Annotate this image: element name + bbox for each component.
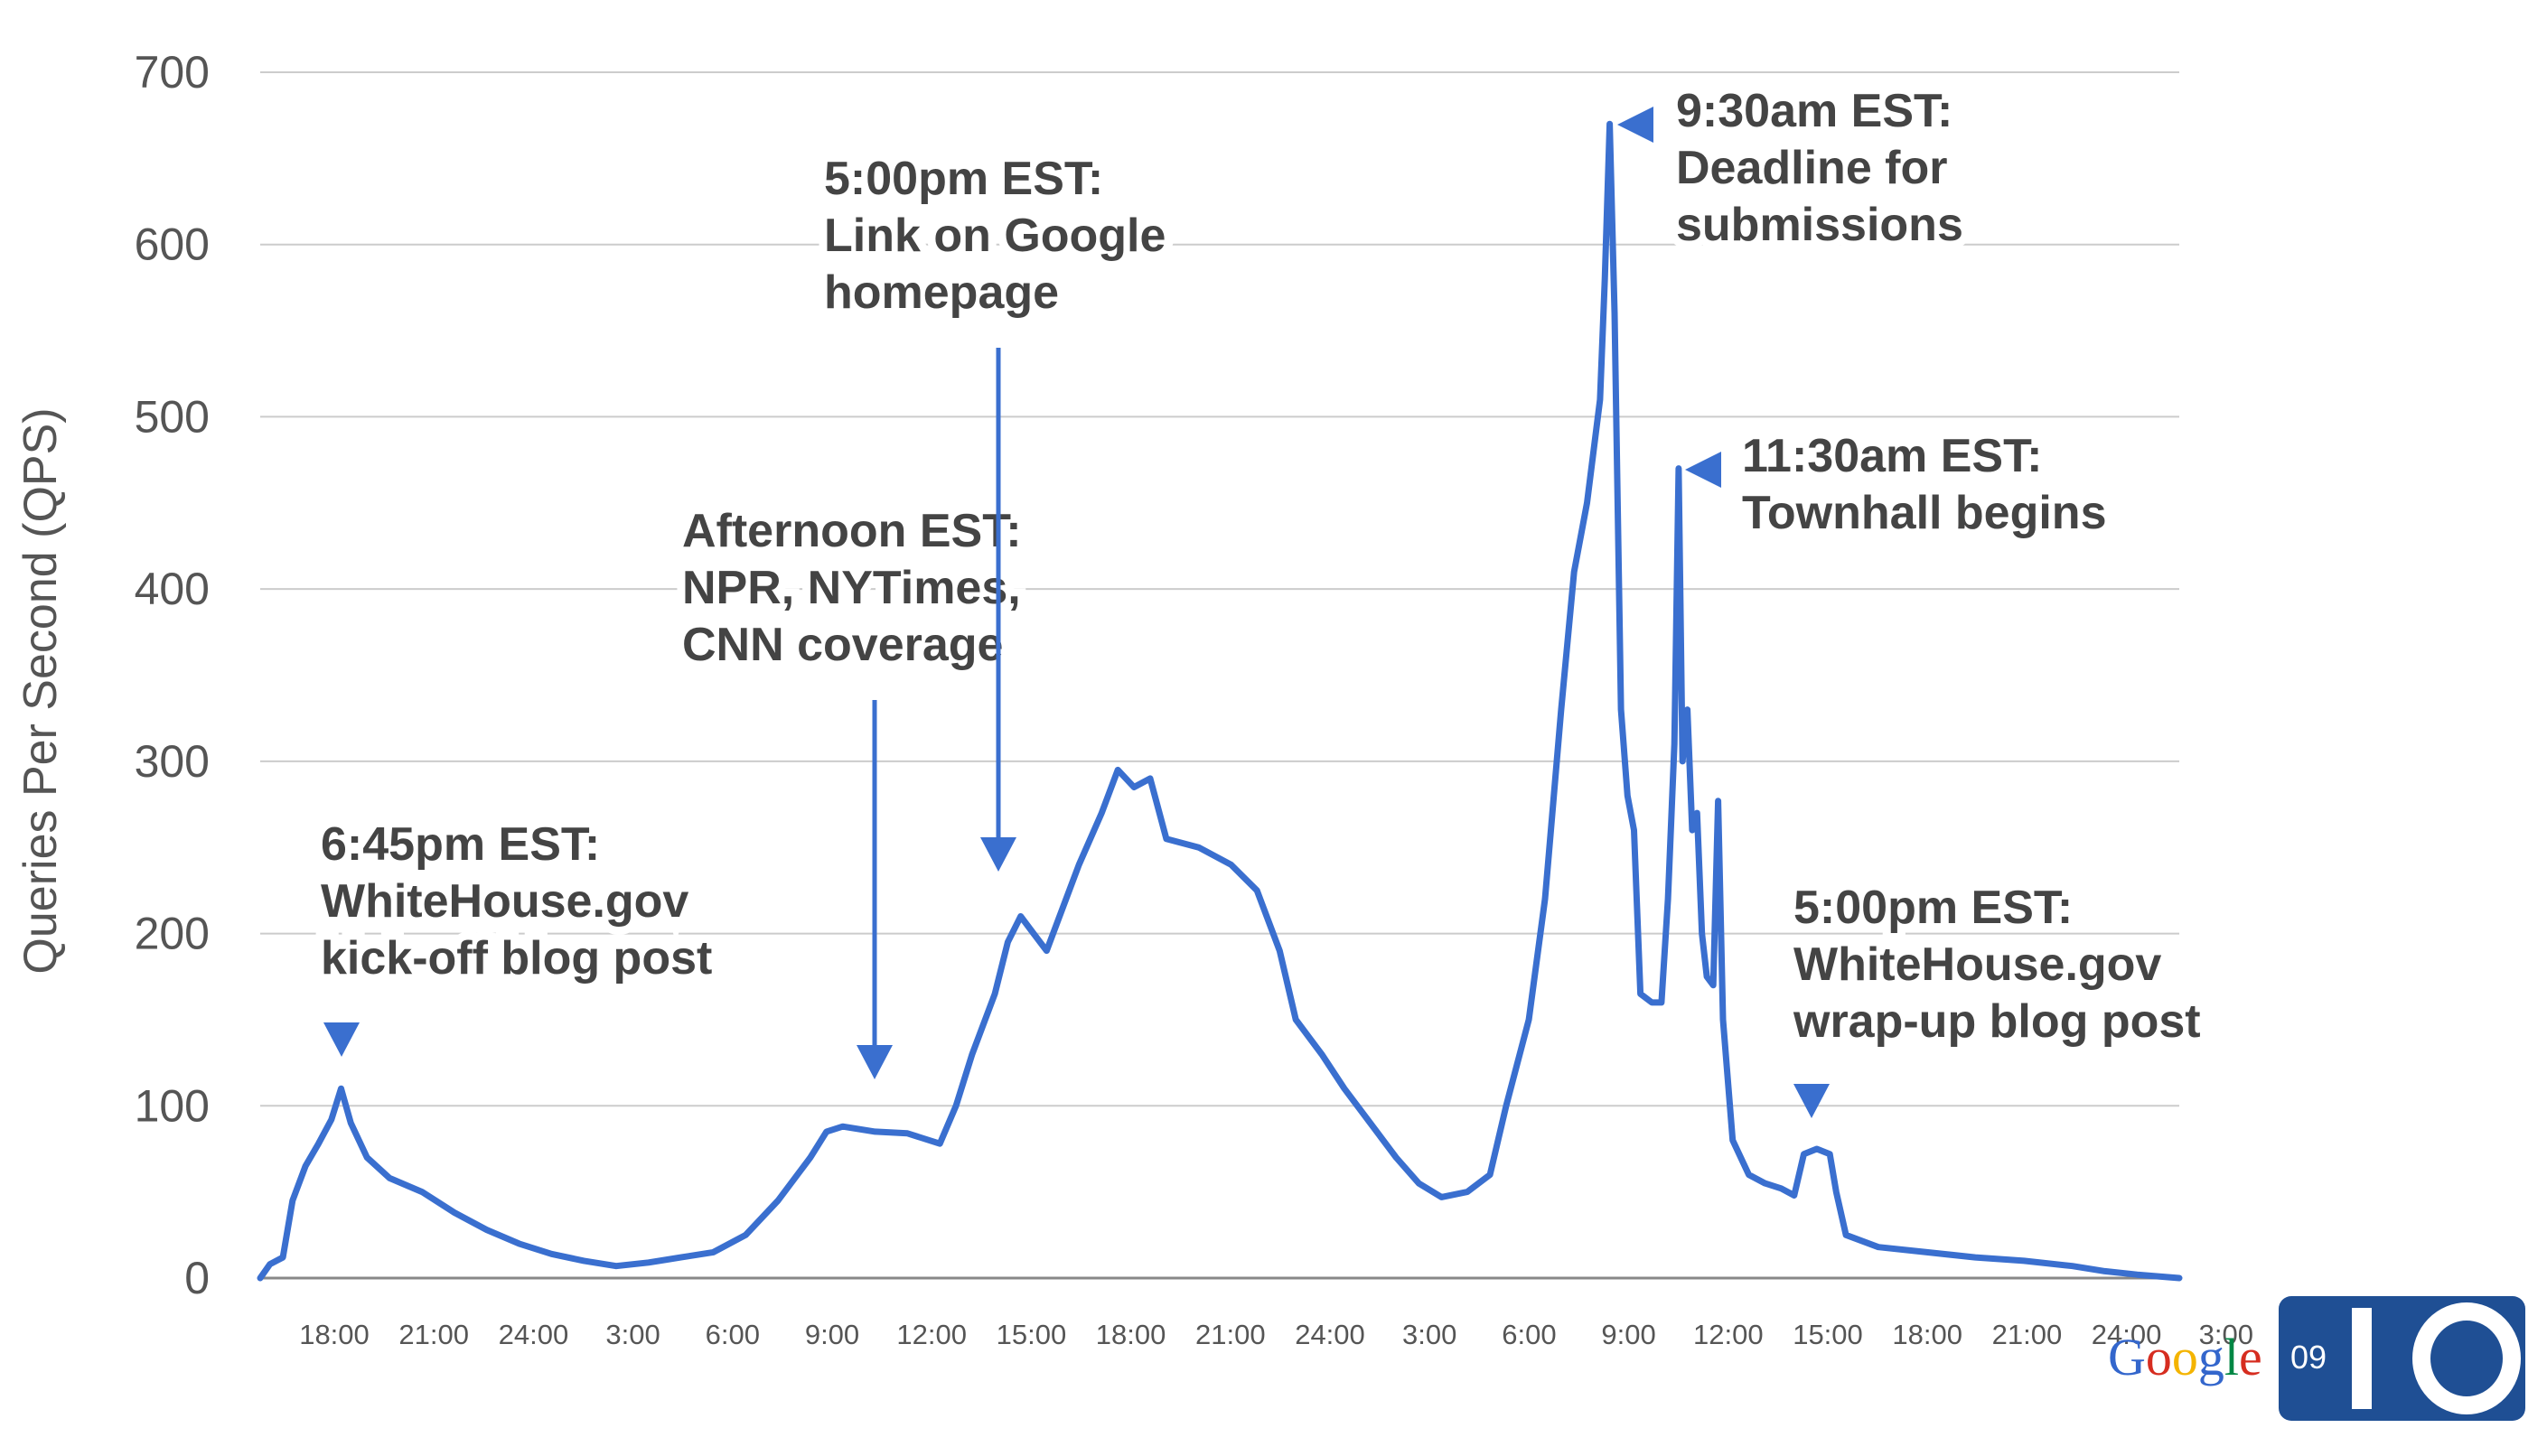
annotation-arrow xyxy=(980,837,1016,872)
x-tick-label: 21:00 xyxy=(1992,1319,2063,1350)
annotation-text-line: Townhall begins xyxy=(1742,487,2106,539)
annotation-text-line: WhiteHouse.gov xyxy=(1793,938,2161,991)
x-tick-label: 21:00 xyxy=(398,1319,469,1350)
x-tick-label: 9:00 xyxy=(805,1319,859,1350)
io-letter-i xyxy=(2352,1308,2372,1409)
y-tick-label: 100 xyxy=(135,1080,210,1131)
google-letter: G xyxy=(2108,1328,2146,1386)
y-axis-ticks: 0 100 200 300 400 500 600 700 xyxy=(135,47,210,1303)
x-tick-label: 24:00 xyxy=(1295,1319,1365,1350)
annotation-text-line: Deadline for xyxy=(1676,142,1948,194)
annotation-text-line: wrap-up blog post xyxy=(1793,995,2201,1048)
annotation-text-line: 9:30am EST: xyxy=(1676,85,1952,137)
x-tick-label: 15:00 xyxy=(997,1319,1067,1350)
x-tick-label: 12:00 xyxy=(896,1319,967,1350)
annotation-text-line: NPR, NYTimes, xyxy=(682,562,1021,614)
annotation-text-line: WhiteHouse.gov xyxy=(321,875,688,928)
annotation-text-line: 5:00pm EST: xyxy=(824,153,1103,205)
x-tick-label: 24:00 xyxy=(499,1319,569,1350)
google-letter: g xyxy=(2198,1328,2224,1386)
annotation: 11:30am EST:Townhall begins xyxy=(1685,422,2114,547)
y-tick-label: 200 xyxy=(135,909,210,959)
io-badge xyxy=(2279,1296,2525,1421)
annotation-text-line: Link on Google xyxy=(824,210,1166,262)
x-tick-label: 18:00 xyxy=(1892,1319,1962,1350)
y-tick-label: 400 xyxy=(135,564,210,614)
x-tick-label: 9:00 xyxy=(1601,1319,1655,1350)
y-tick-label: 600 xyxy=(135,219,210,270)
google-letter: o xyxy=(2146,1328,2172,1386)
annotation-arrow xyxy=(1793,1084,1830,1118)
x-tick-label: 3:00 xyxy=(2199,1319,2253,1350)
x-axis-ticks: 18:00 21:00 24:00 3:00 6:00 9:00 12:00 15:00 18:… xyxy=(299,1319,2253,1350)
annotation-text-line: submissions xyxy=(1676,199,1963,251)
annotation-text-line: Afternoon EST: xyxy=(682,505,1022,557)
annotation-text-line: 5:00pm EST: xyxy=(1793,882,2073,934)
x-tick-label: 24:00 xyxy=(2092,1319,2162,1350)
annotation-text-line: 11:30am EST: xyxy=(1742,430,2042,482)
x-tick-label: 15:00 xyxy=(1793,1319,1863,1350)
annotation: Afternoon EST:NPR, NYTimes,CNN coverage xyxy=(674,497,1030,1079)
y-tick-label: 300 xyxy=(135,736,210,787)
annotation-text-line: CNN coverage xyxy=(682,619,1003,671)
google-letter: o xyxy=(2172,1328,2198,1386)
google-io-logo: Google 09 xyxy=(2108,1296,2525,1421)
x-tick-label: 18:00 xyxy=(299,1319,370,1350)
x-tick-label: 21:00 xyxy=(1195,1319,1266,1350)
io-letter-o xyxy=(2412,1302,2521,1414)
x-tick-label: 12:00 xyxy=(1693,1319,1764,1350)
annotation-arrow xyxy=(857,1045,893,1079)
series-layer xyxy=(257,120,2183,1282)
annotation-arrow xyxy=(1617,107,1653,143)
y-tick-label: 700 xyxy=(135,47,210,98)
y-tick-label: 0 xyxy=(184,1253,210,1303)
io-year-label: 09 xyxy=(2290,1339,2327,1376)
google-wordmark: Google xyxy=(2108,1328,2262,1386)
annotation-text-line: homepage xyxy=(824,266,1059,319)
annotation-text-line: 6:45pm EST: xyxy=(321,818,600,871)
google-letter: e xyxy=(2239,1328,2262,1386)
annotation-text-line: kick-off blog post xyxy=(321,932,712,985)
x-tick-label: 6:00 xyxy=(1502,1319,1556,1350)
y-tick-label: 500 xyxy=(135,391,210,442)
qps-series-line xyxy=(257,120,2183,1282)
x-tick-label: 3:00 xyxy=(605,1319,660,1350)
x-tick-label: 18:00 xyxy=(1096,1319,1166,1350)
y-axis-label: Queries Per Second (QPS) xyxy=(14,407,67,974)
google-letter: l xyxy=(2224,1328,2239,1386)
annotation-arrow xyxy=(1685,452,1721,488)
x-tick-label: 6:00 xyxy=(706,1319,760,1350)
gridlines xyxy=(260,71,2179,1280)
annotation-arrow xyxy=(323,1022,360,1057)
x-tick-label: 3:00 xyxy=(1402,1319,1456,1350)
